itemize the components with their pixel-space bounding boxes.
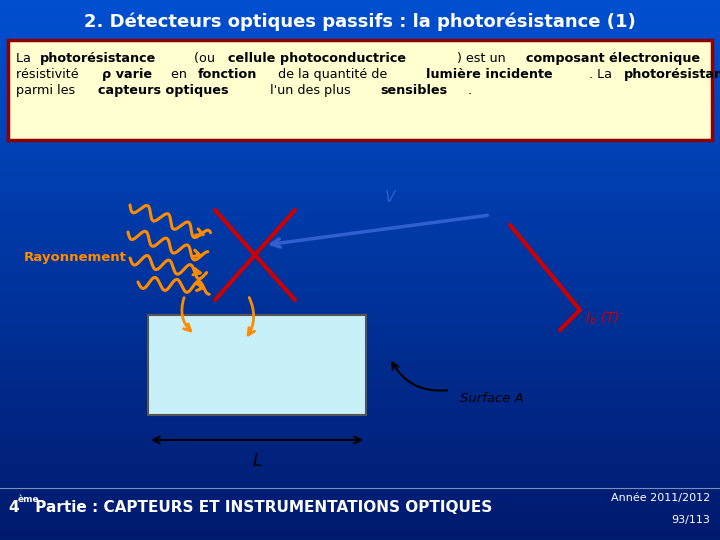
Text: 2. Détecteurs optiques passifs : la photorésistance (1): 2. Détecteurs optiques passifs : la phot… [84,13,636,31]
Text: lumière incidente: lumière incidente [426,68,552,81]
Text: ème: ème [18,496,40,504]
Text: L: L [253,452,261,470]
Text: ρ varie: ρ varie [102,68,152,81]
Text: cellule photoconductrice: cellule photoconductrice [228,52,406,65]
Text: photorésistance: photorésistance [40,52,157,65]
Text: Partie : CAPTEURS ET INSTRUMENTATIONS OPTIQUES: Partie : CAPTEURS ET INSTRUMENTATIONS OP… [30,501,492,516]
Text: (ou: (ou [190,52,220,65]
Text: composant électronique: composant électronique [526,52,700,65]
Bar [148,315,366,415]
Text: .: . [467,84,472,97]
Text: sensibles: sensibles [380,84,448,97]
Text: l'un des plus: l'un des plus [266,84,355,97]
Text: . La: . La [589,68,616,81]
Text: fonction: fonction [197,68,257,81]
Text: $I_b$ (T): $I_b$ (T) [585,309,620,327]
Text: 4: 4 [8,501,19,516]
Text: 93/113: 93/113 [671,515,710,525]
Text: ) est un: ) est un [457,52,510,65]
Text: en: en [166,68,191,81]
Text: Surface A: Surface A [460,392,523,405]
Text: Rayonnement: Rayonnement [24,252,127,265]
Text: capteurs optiques: capteurs optiques [98,84,228,97]
Text: Année 2011/2012: Année 2011/2012 [611,493,710,503]
Text: La: La [16,52,35,65]
Bar [8,40,712,140]
Text: V: V [384,190,395,205]
Text: de la quantité de: de la quantité de [274,68,392,81]
Text: résistivité: résistivité [16,68,83,81]
Text: photorésistance: photorésistance [624,68,720,81]
Text: parmi les: parmi les [16,84,79,97]
